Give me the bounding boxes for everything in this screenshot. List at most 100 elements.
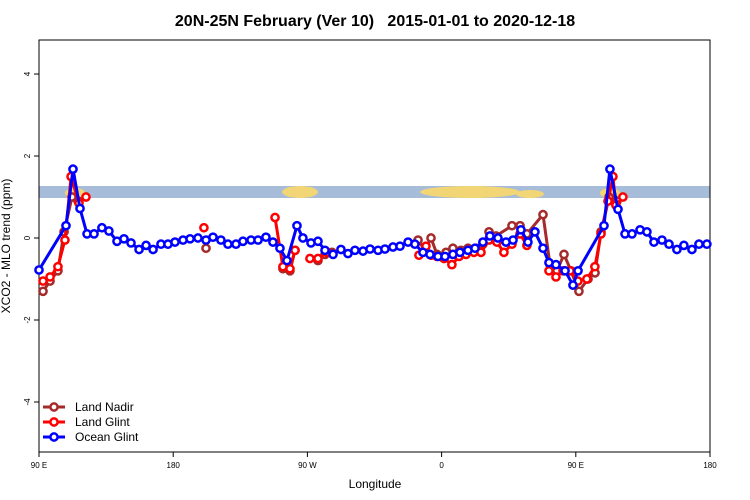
point <box>568 280 578 291</box>
point <box>470 243 480 254</box>
point <box>89 229 99 239</box>
chart-title: 20N-25N February (Ver 10) 2015-01-01 to … <box>175 13 575 30</box>
point <box>694 239 704 250</box>
point <box>544 265 554 276</box>
point <box>268 237 278 247</box>
point <box>61 220 71 231</box>
point <box>336 244 346 255</box>
x-tick-label: 90 E <box>568 461 584 470</box>
point <box>538 243 548 254</box>
point <box>81 192 91 202</box>
point <box>238 236 248 247</box>
point <box>201 243 211 254</box>
point <box>493 233 503 243</box>
point <box>395 241 405 252</box>
point <box>261 232 271 243</box>
x-tick-label: 0 <box>439 461 444 470</box>
point <box>305 253 315 264</box>
point <box>485 231 495 241</box>
point <box>560 265 570 276</box>
point <box>605 164 615 174</box>
point <box>365 244 375 254</box>
point <box>298 233 308 243</box>
point <box>426 233 436 243</box>
point <box>34 265 44 275</box>
point <box>126 238 136 248</box>
point <box>253 235 263 245</box>
point <box>516 224 526 235</box>
point <box>320 245 330 256</box>
point <box>649 237 659 247</box>
point <box>679 240 689 251</box>
point <box>508 235 518 245</box>
point <box>642 227 652 237</box>
point <box>216 235 226 245</box>
x-tick-label: 90 W <box>298 461 317 470</box>
point <box>290 245 300 256</box>
map-land <box>516 190 544 198</box>
point <box>185 233 195 244</box>
point <box>530 227 540 237</box>
point <box>702 239 712 250</box>
point <box>328 249 338 260</box>
x-tick-label: 90 E <box>31 461 47 470</box>
point <box>581 274 592 284</box>
point <box>350 245 360 256</box>
point <box>664 239 674 250</box>
point <box>447 259 457 270</box>
point <box>193 233 203 243</box>
point <box>613 204 623 215</box>
point <box>292 220 302 231</box>
legend-label: Land Nadir <box>75 400 134 414</box>
point <box>148 244 158 255</box>
point <box>538 209 548 220</box>
point <box>199 222 209 233</box>
legend-label: Land Glint <box>75 415 130 429</box>
point <box>590 261 600 272</box>
legend-marker <box>49 417 59 427</box>
y-tick-label: -4 <box>23 398 32 406</box>
point <box>75 203 85 214</box>
point <box>551 272 561 282</box>
map-land <box>282 186 318 198</box>
x-tick-label: 180 <box>703 461 717 470</box>
point <box>282 255 292 266</box>
map-strip <box>39 186 710 198</box>
point <box>455 247 465 258</box>
point <box>380 244 390 254</box>
point <box>410 239 420 250</box>
point <box>523 237 533 247</box>
point <box>53 261 63 272</box>
point <box>627 229 637 239</box>
legend-marker <box>49 432 59 442</box>
y-tick-label: 0 <box>23 235 32 240</box>
point <box>275 243 285 254</box>
point <box>672 244 682 255</box>
point <box>45 272 55 282</box>
point <box>60 235 70 245</box>
legend-label: Ocean Glint <box>75 430 139 444</box>
point <box>119 233 129 244</box>
point <box>134 244 144 255</box>
point <box>499 247 509 258</box>
point <box>599 220 609 231</box>
point <box>208 232 218 243</box>
y-axis-label: XCO2 - MLO trend (ppm) <box>0 179 13 314</box>
point <box>573 265 583 276</box>
y-tick-label: -2 <box>23 316 32 324</box>
legend-marker <box>49 402 59 412</box>
map-land <box>420 186 520 198</box>
point <box>559 249 569 260</box>
point <box>425 249 435 260</box>
point <box>478 237 488 247</box>
point <box>551 259 561 270</box>
point <box>170 237 180 247</box>
point <box>574 286 584 297</box>
y-tick-label: 2 <box>23 153 32 158</box>
point <box>440 251 450 262</box>
y-tick-label: 4 <box>23 71 32 76</box>
point <box>38 276 48 286</box>
point <box>104 226 114 236</box>
point <box>618 192 628 202</box>
point <box>657 235 667 245</box>
